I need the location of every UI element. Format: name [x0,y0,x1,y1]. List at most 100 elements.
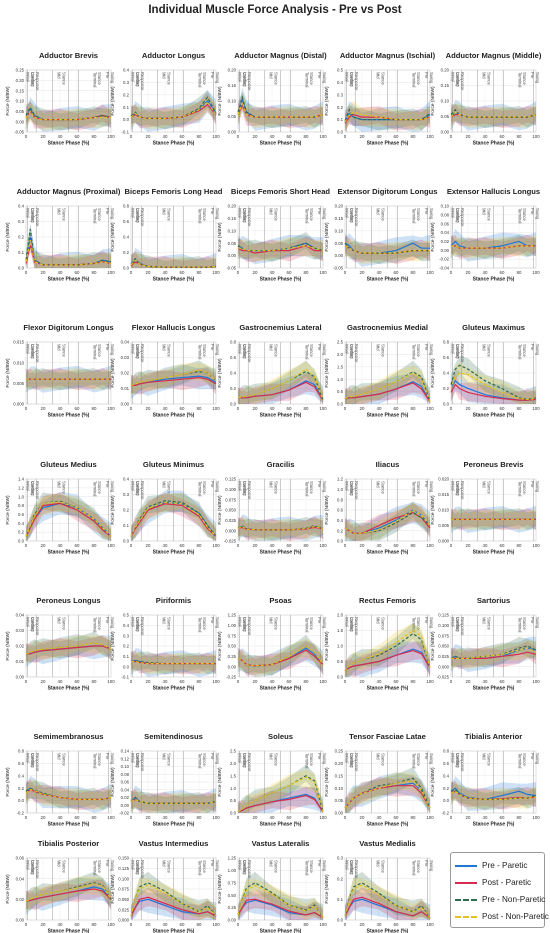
x-axis-label: Stance Phase (%) [48,413,90,419]
phase-label: Loading [455,208,460,223]
x-axis-label: Stance Phase (%) [367,413,409,419]
phase-label: Mid [376,860,381,867]
y-tick-label: 2.5 [337,340,344,345]
x-tick-label: 0 [344,679,347,684]
phase-label: Mid [57,753,62,760]
phase-label: Stance [166,860,171,873]
y-tick-label: 0.6 [18,761,25,766]
phase-label: Pre [317,344,322,351]
phase-label: Pre [105,617,110,624]
y-tick-label: 0.6 [123,219,130,224]
y-tick-label: -0.025 [224,539,237,544]
x-tick-label: 20 [146,679,151,684]
subplot-title: Tibialis Anterior [465,732,522,741]
phase-label: Mid [482,72,487,79]
std-band [345,887,430,920]
phase-label: Swing [110,344,115,356]
subplot-title: Biceps Femoris Long Head [125,187,223,196]
phase-label: Response [460,208,465,227]
phase-label: Swing [110,72,115,84]
x-tick-label: 0 [344,922,347,927]
x-tick-label: 60 [500,406,505,411]
phase-label: Contact [30,72,35,87]
x-tick-label: 0 [344,815,347,820]
phase-label: Pre [530,208,535,215]
phase-label: Swing [429,860,434,872]
std-band [345,888,430,920]
x-tick-label: 40 [377,270,382,275]
y-tick-label: 0.6 [443,761,450,766]
x-tick-label: 80 [197,815,202,820]
x-tick-label: 40 [163,270,168,275]
phase-label: Swing [215,481,220,493]
std-band [26,223,111,268]
y-tick-label: 0.0 [337,539,344,544]
y-tick-label: 0.15 [16,88,25,93]
y-tick-label: 0.0 [443,798,450,803]
x-tick-label: 40 [483,543,488,548]
x-axis-label: Stance Phase (%) [473,413,515,419]
phase-label: Swing [535,753,540,765]
y-tick-label: 0.4 [123,235,130,240]
y-tick-label: 0.020 [438,477,449,482]
y-tick-label: 0.3 [123,80,130,85]
std-band [131,887,216,920]
y-tick-label: 0.0 [337,402,344,407]
y-tick-label: 0.2 [123,644,130,649]
series-line [344,382,431,402]
x-tick-label: 20 [253,922,258,927]
series-line [344,632,431,672]
x-tick-label: 80 [411,406,416,411]
y-axis-label: Force (N/BW) [430,767,436,797]
phase-label: Mid [376,753,381,760]
std-band [26,775,111,813]
phase-label: Swing [535,617,540,629]
series-line [26,645,112,655]
x-tick-label: 20 [146,134,151,139]
x-axis-label: Stance Phase (%) [48,822,90,828]
phase-label: Stance [380,344,385,357]
phase-label: Mid [57,617,62,624]
subplot: Adductor Magnus (Proximal) 0.0 0.1 0.2 0.3 0.… [5,187,121,283]
subplot-title: Rectus Femoris [359,596,416,605]
legend-item: Post - Paretic [455,874,540,891]
phase-label: Terminal [411,344,416,360]
x-tick-label: 60 [75,815,80,820]
phase-label: Pre [530,72,535,79]
phase-label: Loading [30,208,35,223]
subplot: Biceps Femoris Long Head 0.0 0.2 0.4 0.6 0.8 0… [110,187,223,283]
subplot-title: Gluteus Minimus [143,460,204,469]
subplot-title: Semitendinosus [144,732,203,741]
y-tick-label: 0.50 [228,644,237,649]
y-tick-label: 0.8 [230,340,237,345]
x-tick-label: 60 [75,679,80,684]
y-tick-label: 0.00 [228,130,237,135]
y-tick-label: 0.050 [118,897,129,902]
subplot: Sartorius -0.025 0.000 0.025 0.050 0.075 0.100… [430,596,540,692]
x-tick-label: 80 [304,922,309,927]
x-tick-label: 100 [212,134,220,139]
y-tick-label: 0.15 [441,83,450,88]
subplot-title: Iliacus [376,460,400,469]
std-band [26,634,111,665]
x-tick-label: 40 [58,134,63,139]
subplot-title: Tibialis Posterior [38,839,100,848]
x-tick-label: 20 [253,543,258,548]
x-tick-label: 100 [426,406,434,411]
y-tick-label: 0.4 [443,371,450,376]
y-tick-label: 0.1 [123,654,130,659]
phase-label: Stance [61,753,66,766]
y-tick-label: 0.050 [225,508,236,513]
std-band [131,790,216,813]
std-band [26,779,111,810]
subplot: Rectus Femoris 0.0 0.5 1.0 1.5 2.0 0 20 40 60 80 10… [324,596,434,692]
x-tick-label: 40 [58,922,63,927]
phase-label: Mid [57,208,62,215]
std-band [451,780,536,810]
phase-label: Terminal [197,208,202,224]
phase-label: Initial [130,860,135,870]
phase-label: Response [35,753,40,772]
x-tick-label: 80 [92,134,97,139]
phase-label: Contact [242,344,247,359]
std-band [345,233,430,267]
